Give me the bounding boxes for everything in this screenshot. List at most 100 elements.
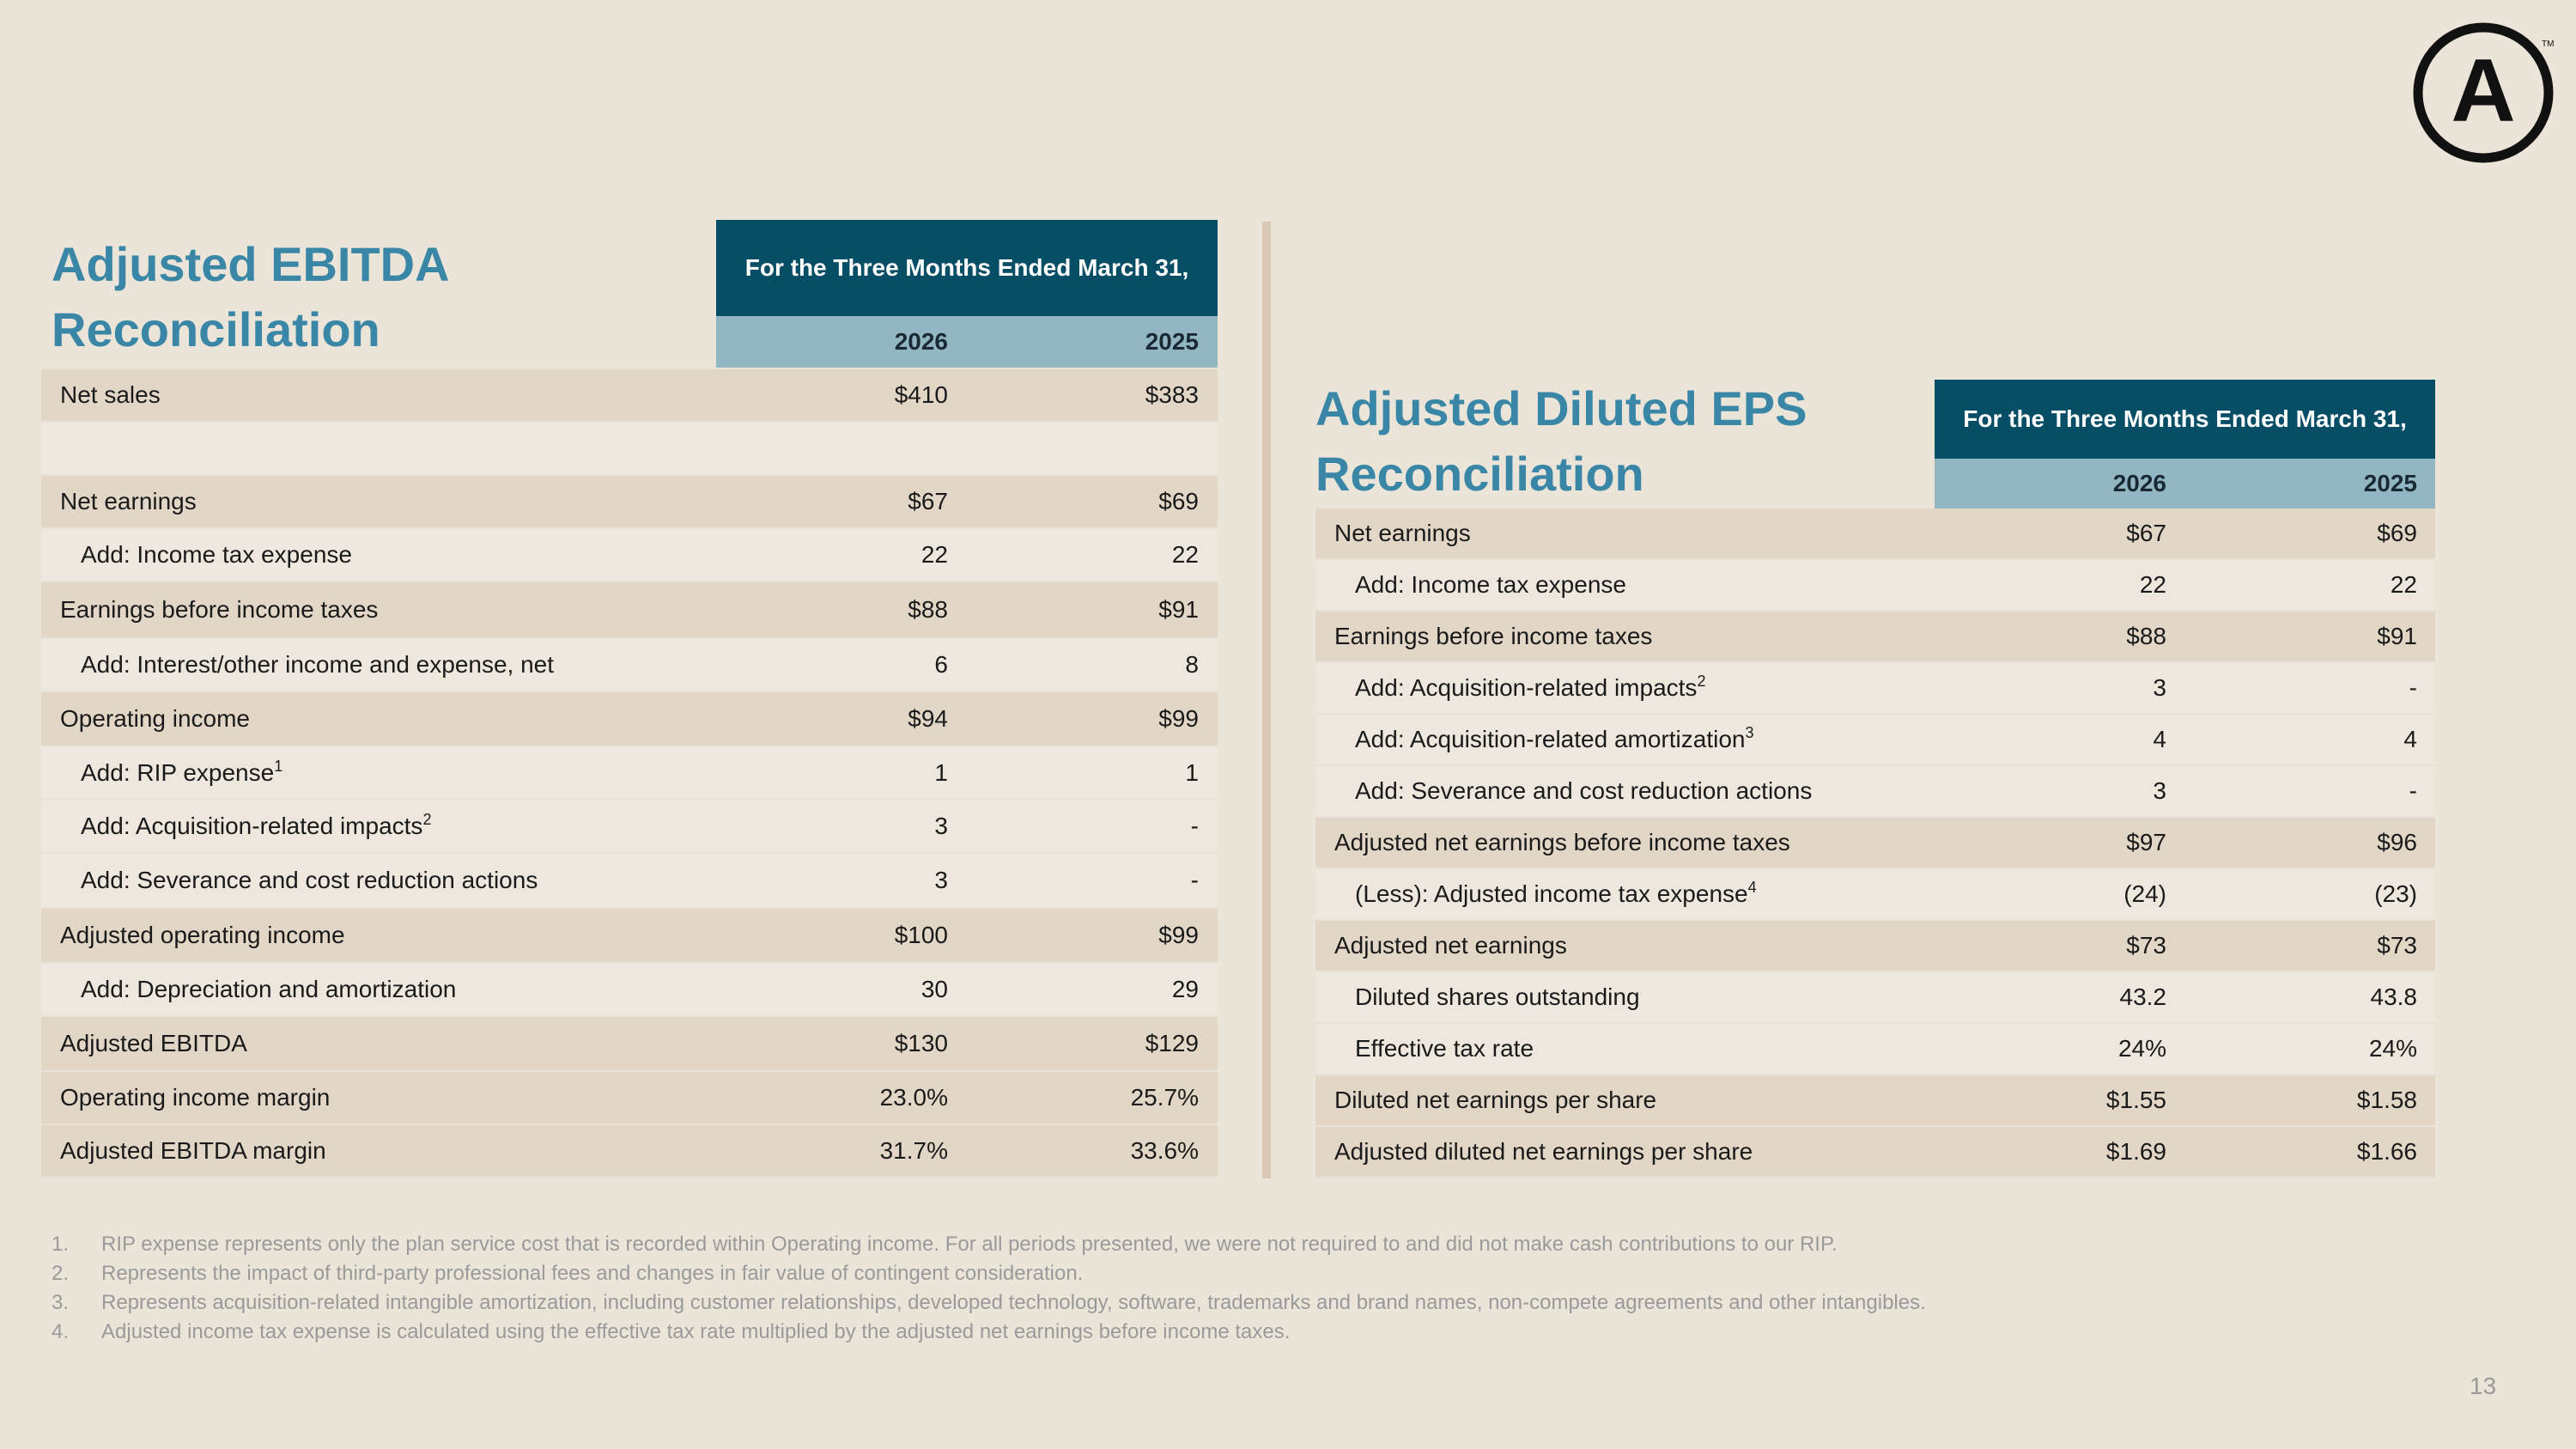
- value-2025: $91: [2377, 623, 2417, 649]
- value-2025: -: [2409, 674, 2417, 701]
- value-2025: -: [1190, 813, 1199, 839]
- row-label: Add: Income tax expense: [1355, 571, 1626, 598]
- eps-table: Net earnings $67 $69 Add: Income tax expens…: [1315, 508, 2435, 1178]
- value-2026: 3: [2153, 777, 2166, 804]
- ebitda-period-header: For the Three Months Ended March 31,: [716, 220, 1218, 316]
- eps-table-row: Add: Acquisition-related amortization3 4 4: [1315, 715, 2435, 766]
- ebitda-table-row: Add: Depreciation and amortization 30 29: [41, 964, 1218, 1017]
- row-label: Adjusted EBITDA: [60, 1030, 247, 1056]
- value-2026: $130: [894, 1030, 948, 1056]
- value-2025: $1.66: [2356, 1138, 2417, 1165]
- value-2026: 4: [2153, 726, 2166, 752]
- value-2025: $99: [1158, 922, 1199, 948]
- row-label: Add: Income tax expense: [81, 541, 352, 568]
- footnote-ref: 3: [1745, 724, 1754, 741]
- eps-year-header: 2026 2025: [1935, 459, 2435, 508]
- value-2026: 3: [934, 813, 948, 839]
- row-label: Add: Severance and cost reduction action…: [1355, 777, 1813, 804]
- footnote-item: 1. RIP expense represents only the plan s…: [26, 1230, 1926, 1259]
- ebitda-table: Net sales $410 $383 Net earnings $67 $69 Add: …: [41, 369, 1218, 1178]
- footnote-text: RIP expense represents only the plan ser…: [101, 1233, 1838, 1256]
- ebitda-table-row: Adjusted EBITDA margin 31.7% 33.6%: [41, 1125, 1218, 1178]
- footnote-item: 2. Represents the impact of third-party p…: [26, 1259, 1926, 1288]
- ebitda-table-row: Add: RIP expense1 1 1: [41, 747, 1218, 801]
- value-2025: -: [1190, 867, 1199, 893]
- value-2026: 22: [2139, 571, 2166, 598]
- row-label: Earnings before income taxes: [1334, 623, 1653, 649]
- value-2025: 22: [2390, 571, 2417, 598]
- value-2026: $410: [894, 381, 948, 408]
- value-2026: 3: [934, 867, 948, 893]
- eps-year-2025: 2025: [2363, 470, 2417, 496]
- logo-letter: A: [2451, 41, 2515, 141]
- ebitda-table-row: Add: Income tax expense 22 22: [41, 529, 1218, 582]
- value-2025: 22: [1171, 541, 1199, 568]
- eps-table-row: Add: Acquisition-related impacts2 3 -: [1315, 663, 2435, 715]
- value-2025: 1: [1185, 759, 1199, 786]
- footnote-text: Adjusted income tax expense is calculate…: [101, 1320, 1291, 1343]
- eps-table-row: Effective tax rate 24% 24%: [1315, 1024, 2435, 1075]
- value-2026: 22: [920, 541, 948, 568]
- value-2026: 3: [2153, 674, 2166, 701]
- footnote-item: 3. Represents acquisition-related intangi…: [26, 1288, 1926, 1318]
- row-label: Net sales: [60, 381, 161, 408]
- value-2026: 31.7%: [879, 1137, 948, 1164]
- value-2026: 23.0%: [879, 1084, 948, 1111]
- eps-table-row: Net earnings $67 $69: [1315, 508, 2435, 560]
- footnote-number: 4.: [52, 1320, 70, 1343]
- eps-table-row: Adjusted diluted net earnings per share $…: [1315, 1127, 2435, 1178]
- value-2026: (24): [2123, 880, 2166, 907]
- eps-title: Adjusted Diluted EPS Reconciliation: [1315, 381, 1807, 501]
- value-2025: (23): [2374, 880, 2417, 907]
- ebitda-title: Adjusted EBITDA Reconciliation: [52, 237, 450, 356]
- value-2026: $88: [908, 596, 948, 623]
- value-2025: 33.6%: [1130, 1137, 1199, 1164]
- ebitda-table-row: Operating income margin 23.0% 25.7%: [41, 1072, 1218, 1125]
- value-2026: 43.2: [2119, 983, 2167, 1010]
- eps-table-row: Diluted net earnings per share $1.55 $1.58: [1315, 1075, 2435, 1127]
- company-logo-icon: A: [2413, 22, 2554, 163]
- value-2026: $94: [908, 705, 948, 732]
- page-number: 13: [2470, 1373, 2497, 1399]
- ebitda-table-row: Adjusted EBITDA $130 $129: [41, 1017, 1218, 1072]
- row-label: Operating income margin: [60, 1084, 331, 1111]
- ebitda-table-row: Add: Interest/other income and expense, …: [41, 639, 1218, 692]
- eps-table-row: Diluted shares outstanding 43.2 43.8: [1315, 972, 2435, 1024]
- value-2025: $1.58: [2356, 1087, 2417, 1113]
- footnote-ref: 2: [422, 811, 432, 828]
- eps-table-row: Add: Income tax expense 22 22: [1315, 560, 2435, 612]
- value-2026: $73: [2126, 932, 2166, 959]
- value-2026: 1: [934, 759, 948, 786]
- value-2026: $1.69: [2105, 1138, 2166, 1165]
- footnotes: 1. RIP expense represents only the plan s…: [26, 1230, 1926, 1347]
- value-2025: $91: [1158, 596, 1199, 623]
- ebitda-table-row: Operating income $94 $99: [41, 692, 1218, 747]
- value-2025: $129: [1145, 1030, 1199, 1056]
- row-label: Adjusted net earnings: [1334, 932, 1567, 959]
- row-label: Adjusted net earnings before income taxe…: [1334, 829, 1790, 855]
- footnote-number: 3.: [52, 1291, 70, 1314]
- row-label: Diluted net earnings per share: [1334, 1087, 1657, 1113]
- eps-period-header: For the Three Months Ended March 31,: [1935, 380, 2435, 459]
- row-label: Add: RIP expense1: [81, 758, 283, 786]
- row-label: Net earnings: [60, 488, 197, 514]
- value-2026: $1.55: [2105, 1087, 2166, 1113]
- value-2026: $97: [2126, 829, 2166, 855]
- footnote-ref: 4: [1747, 879, 1757, 896]
- row-label: Add: Interest/other income and expense, …: [81, 651, 555, 678]
- value-2026: 6: [934, 651, 948, 678]
- ebitda-table-row: Net sales $410 $383: [41, 369, 1218, 423]
- row-label: Earnings before income taxes: [60, 596, 379, 623]
- value-2026: 30: [920, 976, 948, 1002]
- ebitda-table-row: Add: Acquisition-related impacts2 3 -: [41, 801, 1218, 854]
- footnote-number: 2.: [52, 1262, 70, 1285]
- ebitda-table-row: [41, 423, 1218, 476]
- footnote-text: Represents the impact of third-party pro…: [101, 1262, 1084, 1285]
- eps-table-row: Adjusted net earnings $73 $73: [1315, 921, 2435, 972]
- row-label: Effective tax rate: [1355, 1035, 1534, 1062]
- eps-table-row: Earnings before income taxes $88 $91: [1315, 612, 2435, 663]
- value-2026: $100: [894, 922, 948, 948]
- ebitda-year-2026: 2026: [894, 328, 948, 355]
- footnote-number: 1.: [52, 1233, 70, 1256]
- ebitda-year-header: 2026 2025: [716, 316, 1218, 368]
